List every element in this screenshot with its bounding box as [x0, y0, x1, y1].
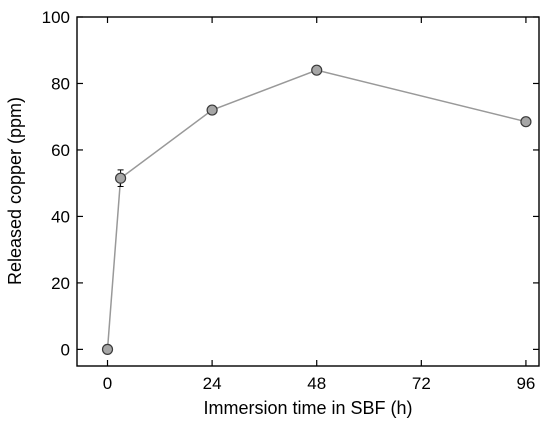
x-tick-label: 96 [516, 374, 535, 393]
x-axis-title: Immersion time in SBF (h) [203, 398, 412, 418]
x-tick-label: 72 [412, 374, 431, 393]
data-series [101, 64, 532, 355]
x-tick-label: 48 [307, 374, 326, 393]
y-tick-label: 60 [51, 141, 70, 160]
y-tick-label: 80 [51, 74, 70, 93]
tick-labels: 0 24 48 72 96 0 20 40 60 80 100 [42, 8, 536, 393]
series-line [106, 69, 527, 350]
x-tick-label: 0 [103, 374, 112, 393]
data-point [101, 343, 114, 355]
x-tick-label: 24 [203, 374, 222, 393]
y-tick-label: 20 [51, 274, 70, 293]
data-point [206, 104, 218, 116]
y-tick-label: 40 [51, 207, 70, 226]
y-tick-label: 100 [42, 8, 70, 27]
y-tick-label: 0 [61, 340, 70, 359]
axis-ticks [77, 16, 539, 366]
data-point [114, 172, 127, 184]
data-point [311, 64, 323, 76]
y-axis-title: Released copper (ppm) [5, 97, 25, 285]
data-point [520, 116, 532, 128]
plot-frame [76, 16, 540, 367]
